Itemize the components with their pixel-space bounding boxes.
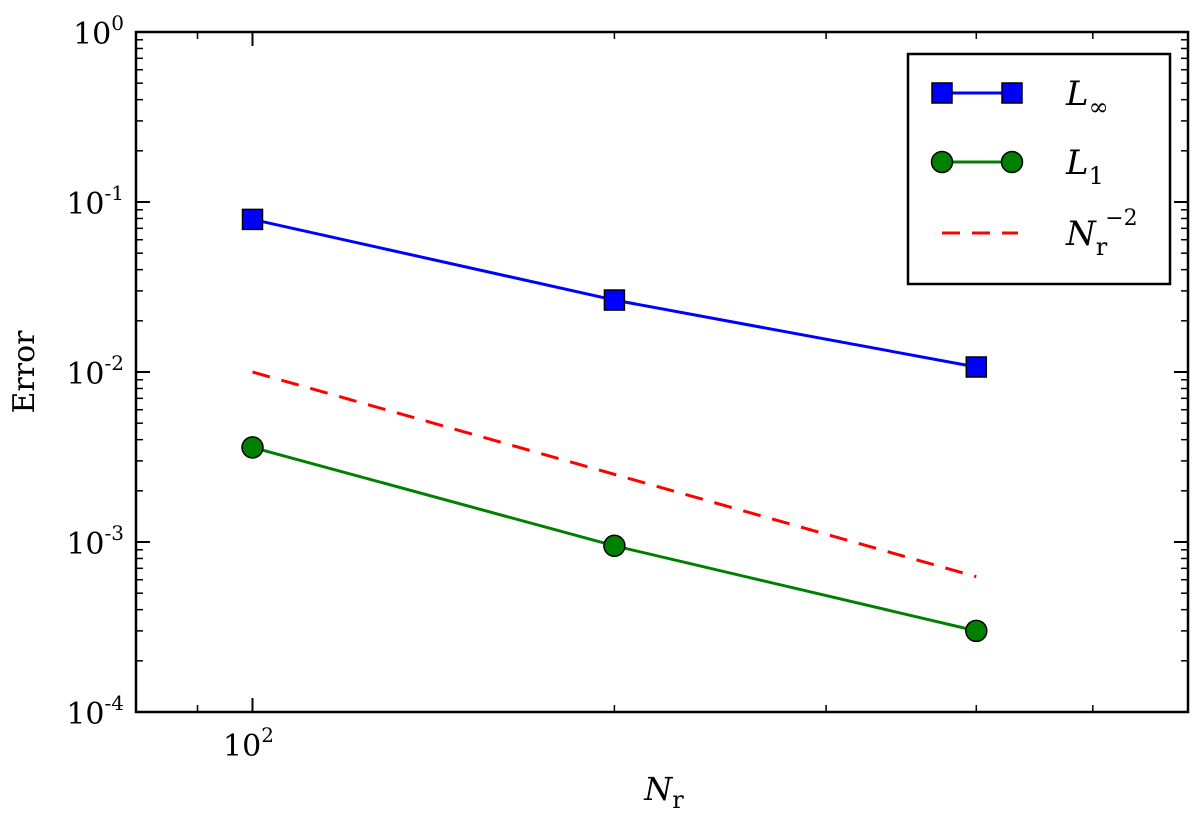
data-point-series-1 — [965, 619, 988, 643]
y-tick-label: 10-1 — [66, 181, 124, 222]
legend-label-2: Nr−2 — [1065, 206, 1138, 261]
series-markers — [241, 208, 988, 643]
y-tick-base: 10 — [66, 527, 104, 562]
x-axis-title-sub: r — [672, 786, 684, 814]
y-tick-exp: -4 — [105, 691, 124, 715]
x-axis-title-base: N — [643, 770, 673, 808]
x-tick-label: 102 — [223, 723, 274, 764]
y-tick-label: 100 — [73, 11, 124, 52]
legend-label-base: L — [1065, 143, 1089, 183]
legend-label-sub: 1 — [1089, 162, 1104, 190]
legend-marker-1 — [930, 150, 954, 174]
legend-label-sub: r — [1096, 233, 1108, 261]
x-axis-title: Nr — [643, 770, 684, 814]
data-point-series-1 — [241, 436, 264, 459]
minor-ticks — [136, 32, 1188, 712]
y-tick-base: 10 — [66, 697, 104, 732]
data-point-series-1 — [603, 534, 626, 558]
series-line-2 — [252, 370, 977, 579]
x-tick-base: 10 — [223, 729, 261, 764]
x-tick-exp: 2 — [261, 723, 274, 747]
legend-label-0: L∞ — [1065, 74, 1109, 121]
legend-marker-0 — [1001, 82, 1023, 104]
y-tick-label: 10-3 — [66, 521, 124, 562]
y-tick-exp: -1 — [105, 181, 124, 205]
data-point-series-0 — [603, 289, 626, 311]
y-tick-exp: 0 — [111, 11, 124, 35]
y-tick-exp: -2 — [105, 351, 124, 375]
legend-label-base: L — [1065, 74, 1089, 114]
y-tick-base: 10 — [66, 187, 104, 222]
y-tick-exp: -3 — [105, 521, 124, 545]
legend-marker-1 — [1000, 150, 1024, 174]
major-ticks — [136, 31, 1188, 713]
y-tick-label: 10-2 — [66, 351, 124, 392]
y-tick-base: 10 — [66, 357, 104, 392]
legend-label-base: N — [1065, 214, 1097, 254]
legend-label-sup: −2 — [1105, 206, 1137, 231]
legend-label-1: L1 — [1065, 143, 1104, 190]
y-tick-label: 10-4 — [66, 691, 124, 732]
y-tick-base: 10 — [73, 17, 111, 52]
legend-label-sub: ∞ — [1089, 93, 1109, 121]
data-point-series-0 — [965, 356, 988, 378]
data-point-series-0 — [241, 208, 264, 231]
x-tick-labels: 102 — [223, 723, 274, 764]
legend-marker-0 — [931, 82, 953, 104]
y-axis-title: Error — [7, 330, 42, 414]
